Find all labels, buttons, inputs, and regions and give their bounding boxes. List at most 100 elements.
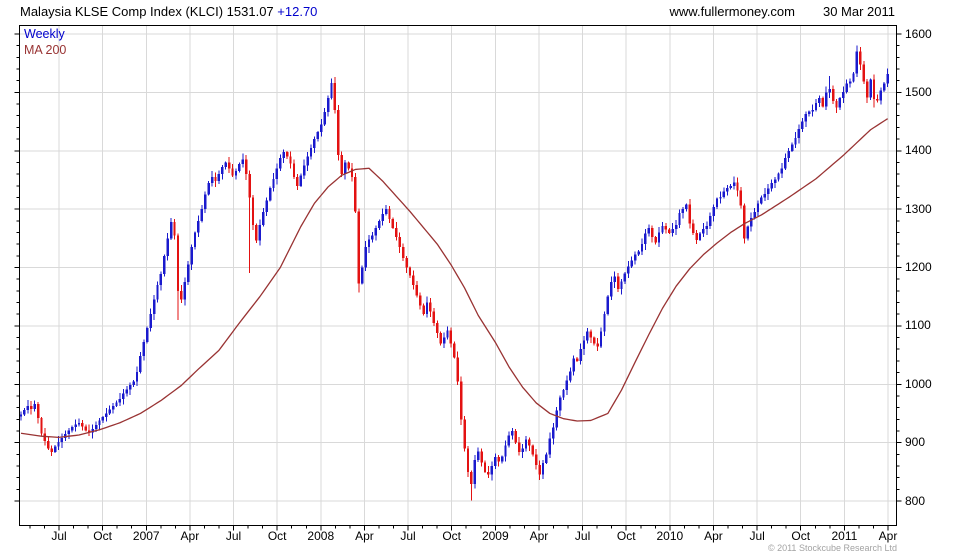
- candle-body: [807, 111, 811, 114]
- candle-body: [729, 185, 732, 189]
- candle-body: [575, 358, 579, 361]
- copyright-label: © 2011 Stockcube Research Ltd: [767, 543, 897, 553]
- candle-body: [814, 102, 818, 110]
- candle-body: [722, 191, 726, 197]
- candle-body: [794, 137, 797, 145]
- x-tick-label: Oct: [791, 529, 811, 543]
- candle-body: [412, 275, 415, 286]
- candle-body: [572, 358, 575, 372]
- candle-body: [108, 409, 111, 414]
- candle-body: [371, 235, 374, 240]
- candle-body: [623, 273, 627, 282]
- candle-body: [473, 460, 476, 485]
- candle-body: [234, 171, 238, 176]
- candle-body: [279, 157, 282, 169]
- candle-body: [801, 121, 804, 130]
- x-tick-label: 2007: [132, 529, 160, 543]
- candle-body: [57, 442, 60, 447]
- candle-body: [350, 168, 354, 178]
- candle-body: [610, 282, 613, 297]
- candle-body: [657, 232, 661, 243]
- gridlines: [19, 25, 897, 526]
- candle-body: [726, 188, 729, 192]
- candle-body: [415, 285, 418, 296]
- candle-body: [446, 330, 449, 338]
- candle-body: [480, 451, 483, 463]
- candle-body: [521, 448, 524, 452]
- candle-body: [511, 430, 514, 436]
- y-tick-label: 1100: [905, 318, 931, 333]
- candle-body: [156, 285, 159, 300]
- candle-body: [620, 281, 623, 290]
- x-tick-label: 2008: [307, 529, 335, 543]
- x-tick-label: Jul: [749, 529, 765, 543]
- candle-body: [681, 209, 685, 214]
- candle-body: [115, 402, 118, 406]
- candle-body: [374, 227, 378, 236]
- candle-body: [391, 219, 395, 228]
- candle-body: [552, 427, 555, 439]
- candle-body: [432, 311, 436, 323]
- candle-body: [616, 276, 620, 290]
- candle-body: [821, 98, 825, 107]
- candle-body: [163, 255, 166, 274]
- x-tick-label: Apr: [878, 529, 898, 543]
- candle-body: [749, 217, 753, 227]
- candle-body: [47, 440, 50, 449]
- candle-body: [214, 177, 217, 182]
- date-label: 30 Mar 2011: [822, 4, 895, 19]
- candle-body: [507, 435, 511, 446]
- candle-body: [204, 194, 207, 210]
- candle-body: [30, 405, 33, 409]
- candle-body: [292, 163, 296, 178]
- candle-body: [255, 224, 258, 241]
- candle-body: [883, 83, 886, 91]
- candle-body: [323, 112, 326, 125]
- candle-body: [50, 448, 53, 452]
- candlesticks: [19, 45, 889, 501]
- candle-body: [514, 430, 517, 443]
- candle-body: [244, 159, 248, 175]
- candle-body: [401, 247, 405, 259]
- candle-body: [517, 442, 521, 452]
- candle-body: [490, 465, 494, 475]
- candle-body: [661, 226, 664, 233]
- candle-body: [388, 209, 391, 220]
- candle-body: [767, 188, 770, 194]
- candle-body: [678, 213, 681, 225]
- candle-body: [60, 437, 64, 443]
- candle-body: [330, 83, 333, 99]
- candle-body: [494, 457, 497, 466]
- candle-body: [118, 398, 122, 403]
- candle-body: [272, 178, 275, 189]
- candle-body: [555, 410, 558, 428]
- website-label: www.fullermoney.com: [669, 4, 795, 19]
- candle-body: [268, 188, 272, 201]
- candle-body: [538, 464, 541, 475]
- candle-body: [197, 220, 200, 233]
- candle-body: [105, 413, 108, 417]
- candle-body: [159, 273, 163, 286]
- candle-body: [688, 204, 691, 224]
- candle-body: [545, 454, 548, 464]
- candle-body: [453, 343, 456, 358]
- candle-body: [302, 165, 306, 176]
- candle-body: [818, 98, 821, 103]
- candle-body: [466, 448, 470, 472]
- candle-body: [248, 174, 251, 198]
- candle-body: [132, 381, 135, 385]
- legend-ma200: MA 200: [24, 43, 67, 57]
- candle-body: [770, 182, 773, 189]
- candle-body: [193, 232, 197, 248]
- candle-body: [36, 404, 40, 419]
- candle-body: [569, 371, 572, 381]
- candle-body: [548, 438, 552, 455]
- candle-body: [456, 357, 459, 382]
- candle-body: [828, 88, 831, 93]
- candle-body: [504, 445, 507, 457]
- candle-body: [200, 209, 204, 221]
- candle-body: [326, 98, 330, 113]
- x-tick-label: Apr: [704, 529, 723, 543]
- candle-body: [139, 356, 142, 372]
